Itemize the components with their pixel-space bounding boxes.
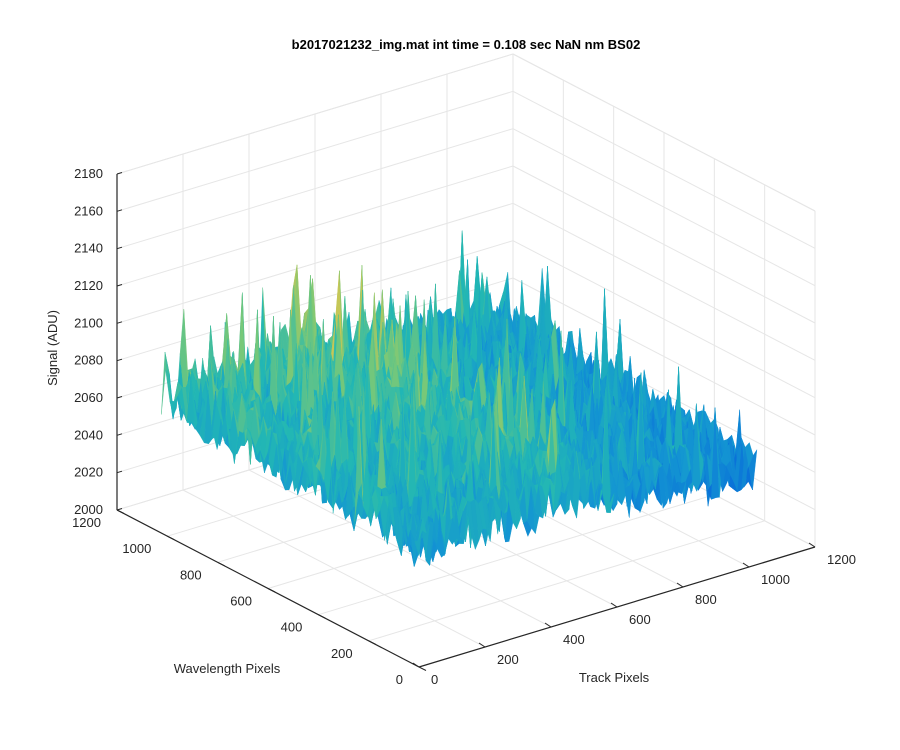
side-wall-grid-line (512, 314, 816, 473)
back-wall-grid-line (116, 165, 514, 287)
surface-plot (161, 230, 758, 568)
floor-grid-line (368, 520, 765, 642)
box-edge (116, 53, 514, 175)
side-wall-grid-line (512, 165, 816, 324)
back-wall-grid-line (116, 202, 514, 324)
box-edge (512, 53, 816, 212)
side-wall-grid-line (512, 202, 816, 361)
side-wall-grid-line (512, 90, 816, 249)
side-wall-grid-line (512, 277, 816, 436)
side-wall-grid-line (512, 240, 816, 399)
back-wall-grid-line (116, 128, 514, 250)
back-wall-grid-line (116, 90, 514, 212)
side-wall-grid-line (512, 128, 816, 287)
floor-grid-line (318, 494, 715, 616)
